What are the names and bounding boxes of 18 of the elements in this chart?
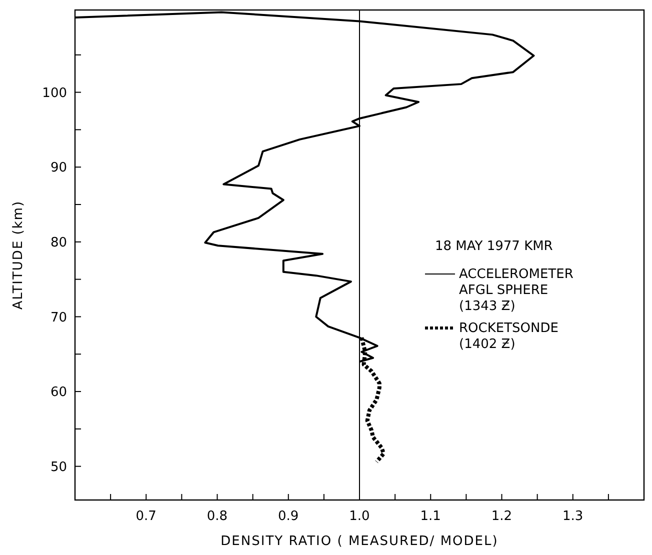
legend-label: ACCELEROMETER AFGL SPHERE (1343 Ƶ)	[459, 267, 574, 314]
y-tick-label: 100	[42, 86, 67, 101]
x-tick-label: 0.7	[136, 509, 156, 524]
x-tick-label: 0.9	[278, 509, 299, 524]
legend-label: ROCKETSONDE (1402 Ƶ)	[459, 321, 558, 352]
x-tick-label: 0.8	[206, 509, 228, 524]
y-tick-label: 60	[50, 385, 67, 400]
x-tick-label: 1.2	[491, 509, 512, 524]
x-tick-label: 1.1	[420, 509, 441, 524]
y-tick-label: 80	[50, 235, 67, 250]
y-tick-label: 90	[50, 160, 67, 176]
x-tick-label: 1.0	[349, 509, 370, 524]
y-tick-label: 50	[50, 460, 67, 475]
x-axis-title: DENSITY RATIO ( MEASURED/ MODEL)	[220, 534, 498, 549]
x-tick-label: 1.3	[562, 509, 584, 524]
legend-title: 18 MAY 1977 KMR	[435, 239, 553, 254]
y-axis-title: ALTITUDE (km)	[11, 200, 26, 310]
y-tick-label: 70	[50, 310, 67, 326]
